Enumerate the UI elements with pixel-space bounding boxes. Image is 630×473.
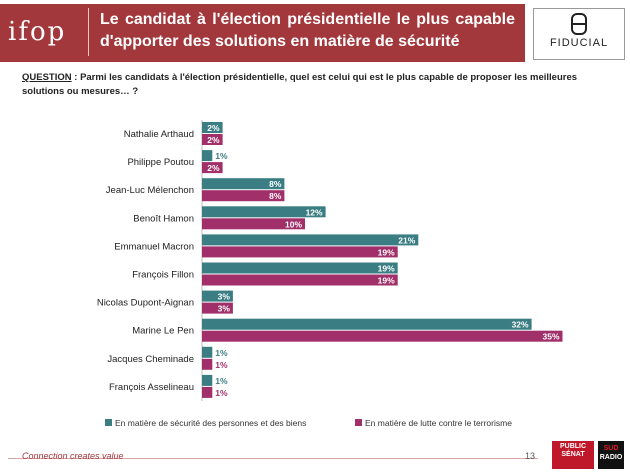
category-label: Marine Le Pen: [132, 326, 194, 337]
bar-series-1: [202, 234, 419, 246]
data-label: 19%: [378, 264, 395, 274]
data-label: 19%: [378, 276, 395, 286]
data-label: 1%: [215, 388, 228, 398]
category-label: Philippe Poutou: [127, 157, 194, 168]
fiducial-icon: [571, 13, 587, 35]
bar-series-1: [202, 346, 213, 358]
data-label: 10%: [285, 219, 302, 229]
fiducial-logo-text: FIDUCIAL: [549, 37, 609, 49]
legend-label: En matière de sécurité des personnes et …: [115, 418, 306, 428]
bar-series-2: [202, 358, 213, 370]
bar-series-2: [202, 246, 398, 258]
page-title: Le candidat à l'élection présidentielle …: [100, 11, 515, 50]
legend-label: En matière de lutte contre le terrorisme: [365, 418, 512, 428]
category-label: Benoît Hamon: [133, 213, 194, 224]
category-label: Nicolas Dupont-Aignan: [97, 298, 194, 309]
data-label: 8%: [269, 179, 282, 189]
public-senat-logo: PUBLIC SÉNAT: [552, 441, 594, 469]
category-label: Nathalie Arthaud: [124, 129, 194, 140]
bar-series-2: [202, 330, 563, 342]
data-label: 19%: [378, 247, 395, 257]
legend-swatch: [105, 419, 112, 426]
ifop-logo: ifop: [8, 17, 67, 47]
sud-radio-logo-bottom: RADIO: [599, 454, 623, 461]
question-body: : Parmi les candidats à l'élection prési…: [22, 72, 578, 97]
sud-radio-logo: SUD RADIO: [598, 441, 624, 469]
data-label: 3%: [218, 304, 231, 314]
data-label: 35%: [542, 332, 559, 342]
data-label: 12%: [306, 207, 323, 217]
bar-series-2: [202, 302, 233, 314]
header: ifop Le candidat à l'élection présidenti…: [0, 0, 630, 65]
category-label: Jacques Cheminade: [107, 354, 194, 365]
bar-series-2: [202, 218, 305, 230]
legend-swatch: [355, 419, 362, 426]
bar-series-1: [202, 262, 398, 274]
bar-series-2: [202, 162, 223, 174]
bar-series-2: [202, 134, 223, 145]
bar-series-1: [202, 374, 213, 386]
category-label: François Asselineau: [109, 382, 194, 393]
data-label: 1%: [215, 360, 228, 370]
fiducial-logo: FIDUCIAL: [533, 8, 625, 60]
data-label: 2%: [207, 163, 220, 173]
footer-tagline: Connection creates value: [22, 451, 124, 461]
logo-separator: [88, 8, 89, 56]
bar-series-1: [202, 122, 223, 133]
title-band: [0, 4, 525, 62]
data-label: 21%: [398, 235, 415, 245]
bar-series-1: [202, 206, 326, 218]
data-label: 1%: [215, 151, 228, 161]
data-label: 8%: [269, 191, 282, 201]
sud-radio-logo-top: SUD: [603, 445, 619, 452]
bar-series-2: [202, 190, 285, 202]
category-label: Jean-Luc Mélenchon: [106, 185, 194, 196]
bar-series-1: [202, 318, 532, 330]
category-label: Emmanuel Macron: [114, 241, 194, 252]
bar-series-2: [202, 386, 213, 398]
data-label: 2%: [207, 135, 220, 145]
data-label: 1%: [215, 376, 228, 386]
question-label: QUESTION: [22, 72, 72, 83]
data-label: 1%: [215, 348, 228, 358]
page-number: 13: [525, 451, 536, 461]
question-text: QUESTION : Parmi les candidats à l'élect…: [22, 71, 614, 99]
bar-series-1: [202, 290, 233, 302]
bar-series-2: [202, 274, 398, 286]
data-label: 3%: [218, 292, 231, 302]
footer-line: [8, 458, 538, 459]
data-label: 2%: [207, 123, 220, 133]
bar-series-1: [202, 150, 213, 162]
data-label: 32%: [512, 320, 529, 330]
category-label: François Fillon: [132, 270, 194, 281]
bar-series-1: [202, 178, 285, 190]
